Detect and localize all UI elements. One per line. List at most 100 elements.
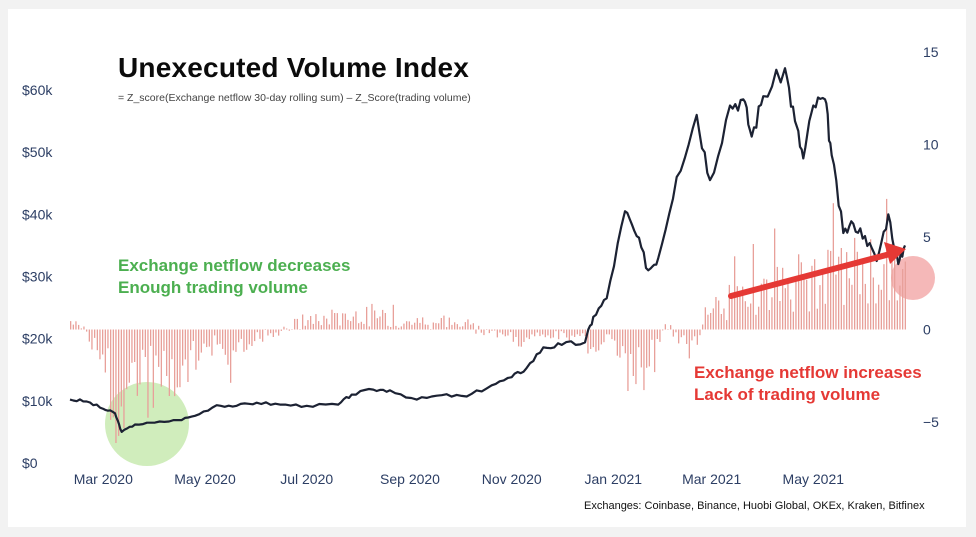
volume-index-bar [256,329,258,333]
volume-index-bar [542,329,544,335]
volume-index-bar [272,329,274,337]
volume-index-bar [608,329,610,335]
volume-index-bar [206,329,208,348]
volume-index-bar [864,283,866,330]
volume-index-bar [435,323,437,330]
volume-index-bar [259,329,261,339]
volume-index-bar [440,318,442,330]
right-axis-ticks: 15 10 5 0 −5 [923,44,939,430]
volume-index-bar [336,313,338,330]
volume-index-bar [342,313,344,330]
volume-index-bar [75,321,77,330]
volume-index-bar [723,308,725,330]
volume-index-bars [70,198,906,443]
volume-index-bar [744,301,746,330]
volume-index-bar [704,307,706,330]
volume-index-bar [315,314,317,330]
volume-index-bar [483,329,485,336]
volume-index-bar [494,329,496,331]
volume-index-bar [448,317,450,330]
volume-index-bar [243,329,245,352]
volume-index-bar [816,308,818,330]
volume-index-bar [136,329,138,396]
right-axis-tick-label: 5 [923,229,931,245]
volume-index-bar [571,329,573,336]
volume-index-bar [158,329,160,367]
volume-index-bar [230,329,232,383]
volume-index-bar [750,303,752,330]
volume-index-bar [430,329,432,330]
volume-index-bar [254,329,256,342]
volume-index-bar [656,329,658,339]
volume-index-bar [824,303,826,330]
trend-arrow [728,242,906,299]
volume-index-bar [595,329,597,352]
volume-index-bar [664,324,666,330]
volume-index-bar [182,329,184,366]
red-annotation-line-2: Lack of trading volume [694,385,881,404]
volume-index-bar [142,329,144,350]
volume-index-bar [107,329,109,349]
volume-index-bar [835,274,837,330]
volume-index-bar [424,324,426,330]
volume-index-bar [590,329,592,349]
volume-index-bar [280,329,282,331]
volume-index-bar [515,329,517,337]
volume-index-bar [646,329,648,368]
volume-index-bar [830,250,832,330]
volume-index-bar [507,329,509,336]
volume-index-bar [160,329,162,387]
volume-index-bar [547,329,549,336]
left-axis-tick-label: $30k [22,269,53,285]
volume-index-bar [350,321,352,330]
volume-index-bar [123,329,125,428]
x-axis-tick-label: Mar 2020 [74,471,133,487]
volume-index-bar [632,329,634,376]
volume-index-bar [414,322,416,330]
volume-index-bar [536,329,538,333]
volume-index-bar [446,327,448,330]
volume-index-bar [904,261,906,330]
volume-index-bar [200,329,202,353]
volume-index-bar [126,329,128,390]
volume-index-bar [403,323,405,330]
volume-index-bar [278,329,280,336]
volume-index-bar [691,329,693,341]
volume-index-bar [262,329,264,342]
volume-index-bar [558,329,560,340]
volume-index-bar [587,329,589,354]
volume-index-bar [808,311,810,330]
volume-index-bar [248,329,250,345]
volume-index-bar [534,329,536,337]
volume-index-bar [856,251,858,330]
volume-index-bar [851,284,853,330]
volume-index-bar [358,323,360,330]
left-axis-tick-label: $50k [22,144,53,160]
volume-index-bar [134,329,136,362]
volume-index-bar [696,329,698,345]
volume-index-bar [568,329,570,341]
volume-index-bar [371,303,373,330]
volume-index-bar [827,249,829,330]
volume-index-bar [168,329,170,396]
volume-index-bar [662,329,664,331]
volume-index-bar [382,309,384,330]
volume-index-bar [600,329,602,345]
volume-index-bar [640,329,642,368]
green-highlight-circle [105,382,189,466]
volume-index-bar [86,329,88,332]
volume-index-bar [539,329,541,337]
volume-index-bar [566,329,568,338]
green-annotation-line-2: Enough trading volume [118,278,308,297]
volume-index-bar [139,329,141,385]
volume-index-bar [563,329,565,334]
volume-index-bar [768,310,770,330]
volume-index-bar [115,329,117,443]
red-annotation: Exchange netflow increases Lack of tradi… [694,362,922,406]
volume-index-bar [80,328,82,330]
volume-index-bar [120,329,122,407]
volume-index-bar [886,198,888,330]
volume-index-bar [672,329,674,337]
volume-index-bar [443,315,445,330]
